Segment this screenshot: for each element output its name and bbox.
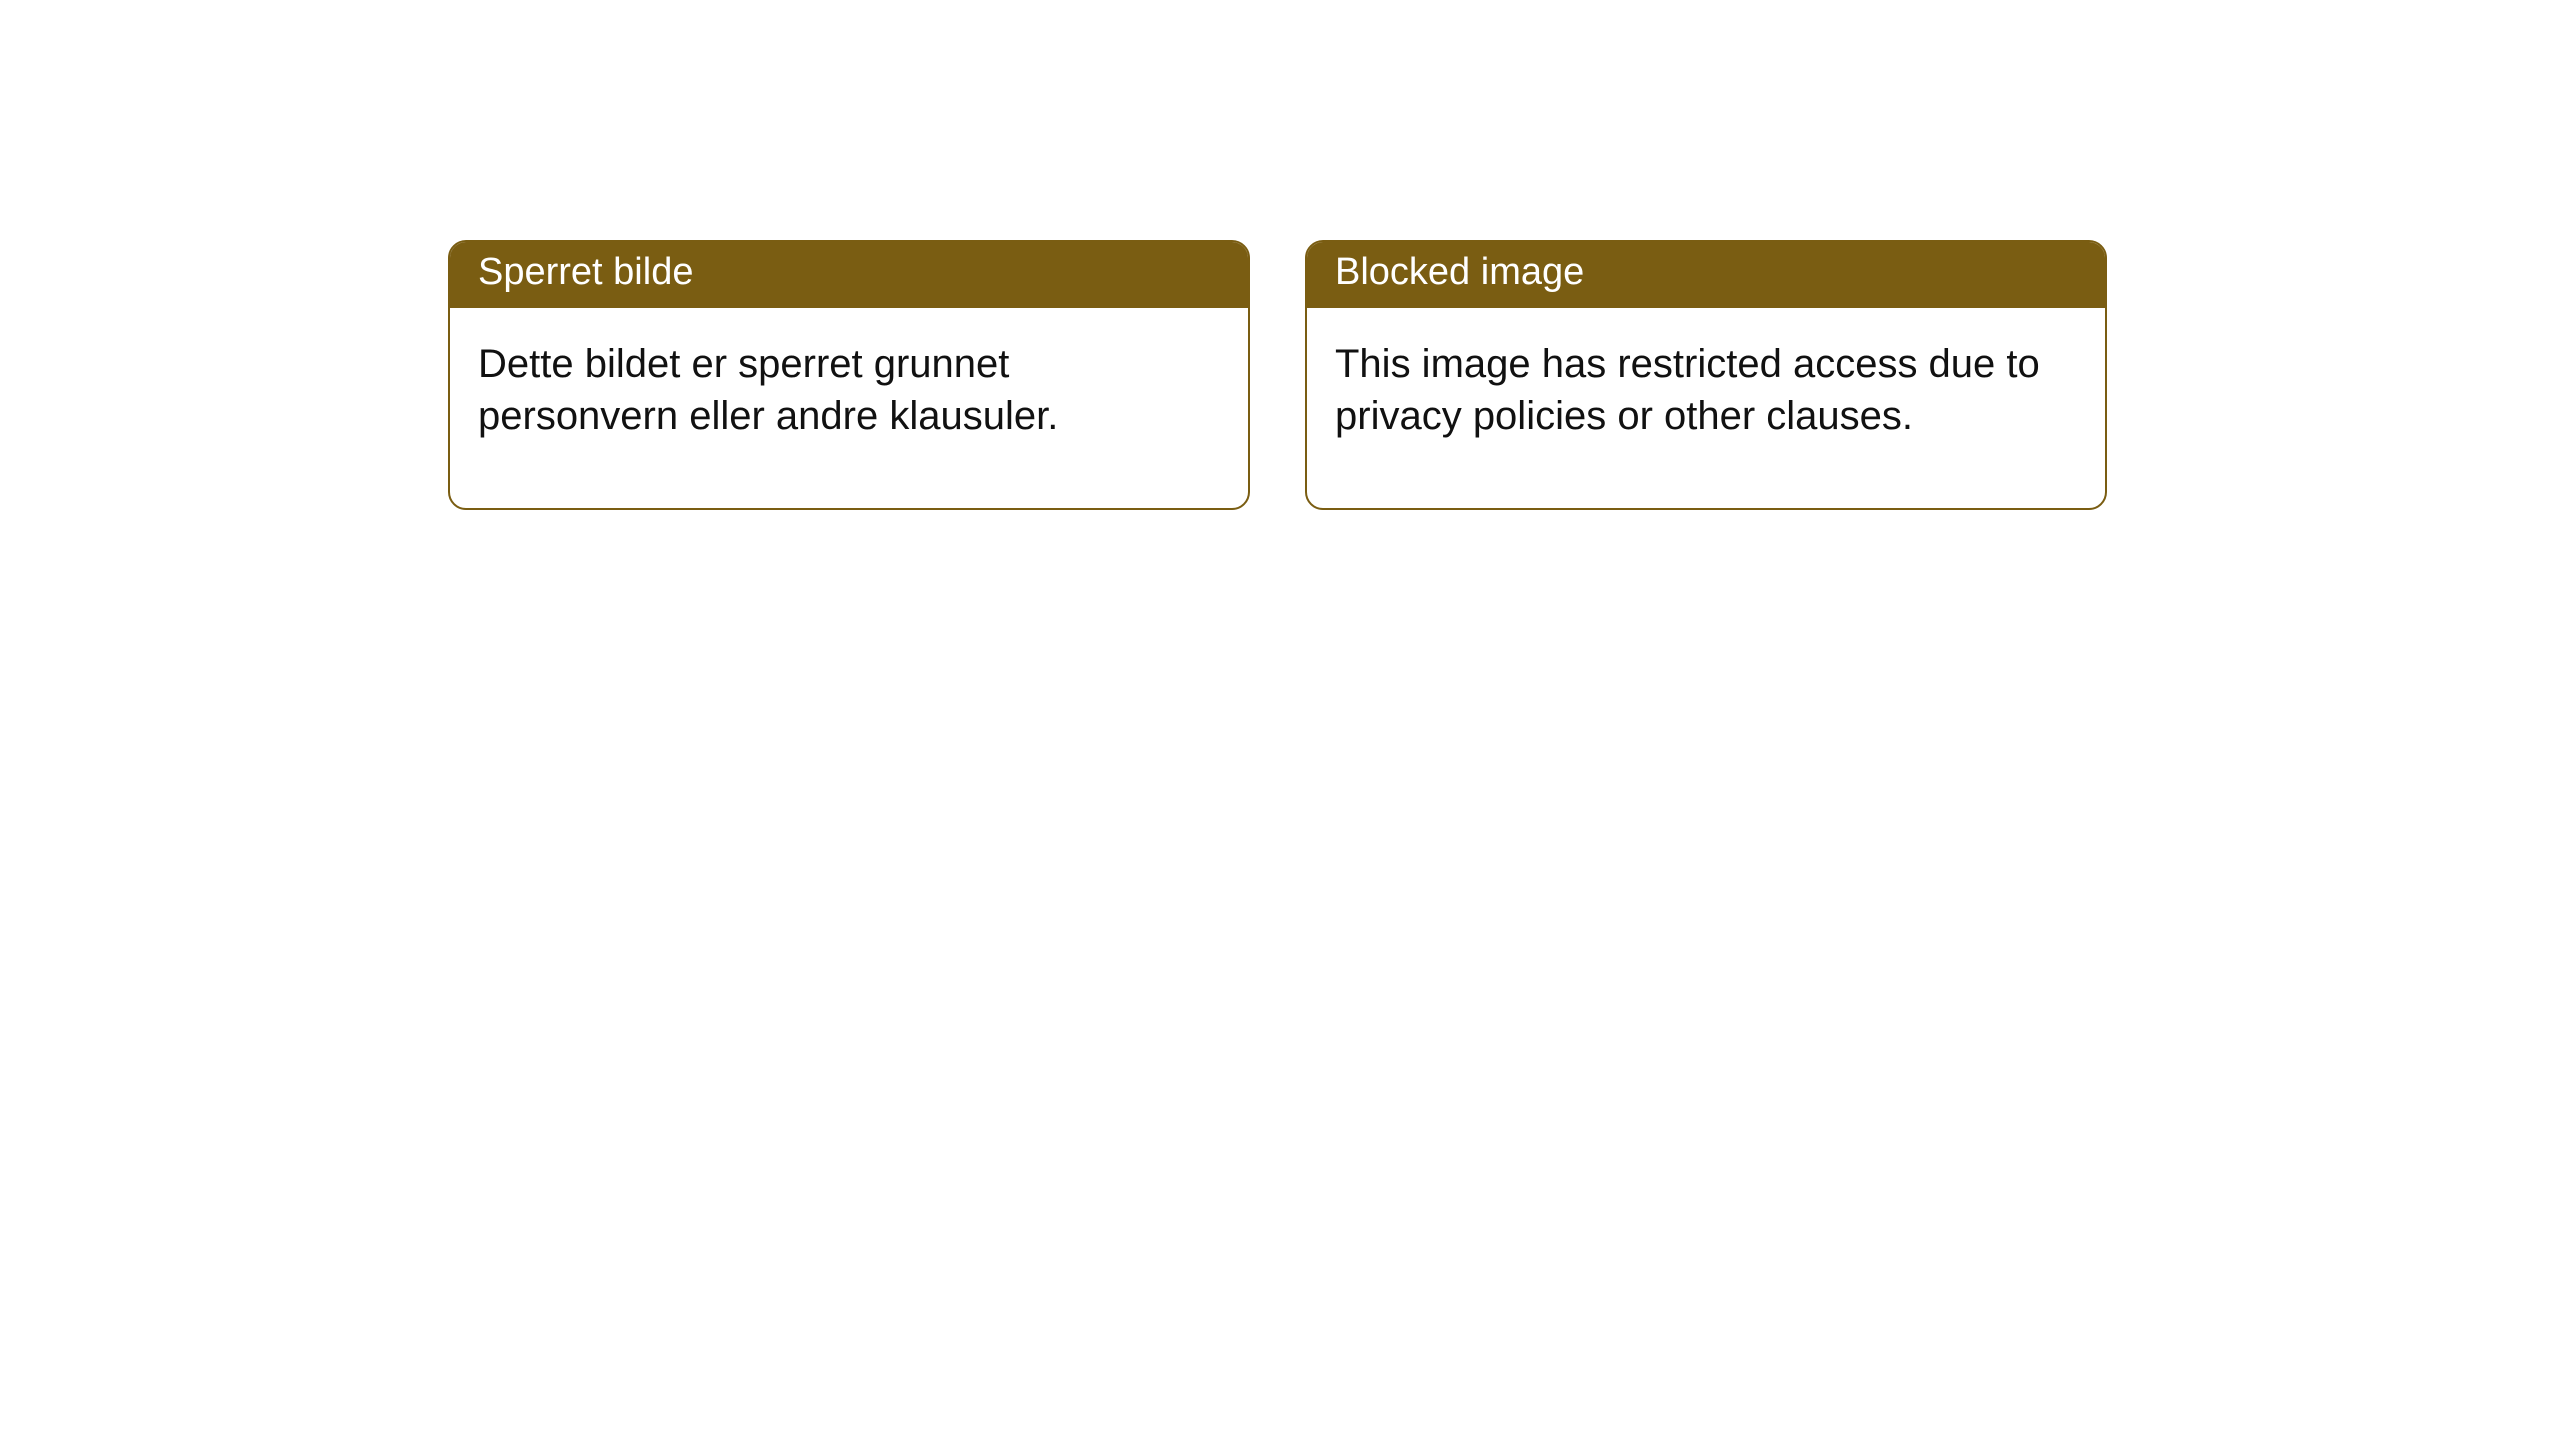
notice-card-norwegian: Sperret bilde Dette bildet er sperret gr… xyxy=(448,240,1250,510)
notice-container: Sperret bilde Dette bildet er sperret gr… xyxy=(0,0,2560,510)
notice-card-english: Blocked image This image has restricted … xyxy=(1305,240,2107,510)
notice-body: This image has restricted access due to … xyxy=(1307,308,2105,508)
notice-body: Dette bildet er sperret grunnet personve… xyxy=(450,308,1248,508)
notice-title: Sperret bilde xyxy=(450,242,1248,308)
notice-title: Blocked image xyxy=(1307,242,2105,308)
